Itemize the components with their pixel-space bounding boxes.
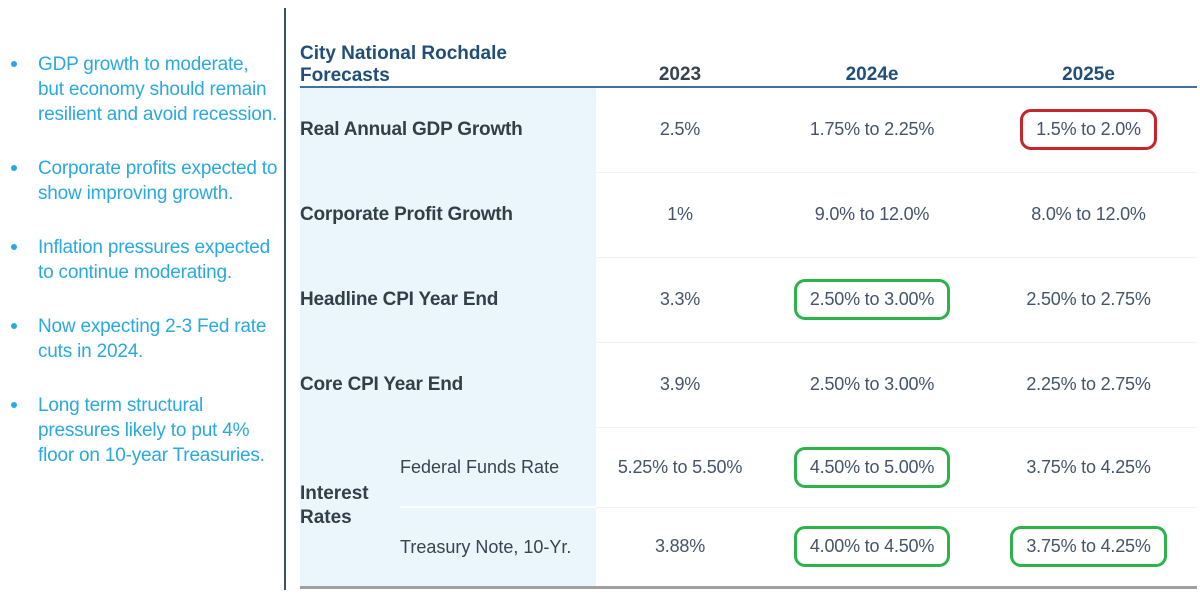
header-row: City National Rochdale Forecasts 2023 20… <box>300 30 1197 88</box>
highlight-box-green: 3.75% to 4.25% <box>1010 526 1167 567</box>
value-cell: 1.5% to 2.0% <box>980 87 1197 172</box>
bullet-item: Long term structural pressures likely to… <box>0 393 282 468</box>
row-label: Corporate Profit Growth <box>300 172 596 257</box>
value-cell: 3.75% to 4.25% <box>980 506 1197 587</box>
bullet-text: Corporate profits expected to show impro… <box>38 158 278 204</box>
vertical-divider <box>284 8 286 590</box>
bullet-dot-icon <box>11 165 17 171</box>
row-group-label: Interest Rates <box>300 427 400 587</box>
value-cell: 3.9% <box>596 341 764 427</box>
value-cell: 8.0% to 12.0% <box>980 171 1197 257</box>
table-row: Headline CPI Year End 3.3% 2.50% to 3.00… <box>300 256 1197 342</box>
bullet-text: Inflation pressures expected to continue… <box>38 237 271 283</box>
table-row: Treasury Note, 10-Yr. 3.88% 4.00% to 4.5… <box>300 506 1197 587</box>
value-cell: 2.50% to 3.00% <box>764 256 980 342</box>
bullet-list: GDP growth to moderate, but economy shou… <box>0 52 282 468</box>
value-cell: 3.75% to 4.25% <box>980 426 1197 507</box>
forecasts-table: City National Rochdale Forecasts 2023 20… <box>300 30 1197 589</box>
bullet-item: GDP growth to moderate, but economy shou… <box>0 52 282 127</box>
value-cell: 9.0% to 12.0% <box>764 171 980 257</box>
value-cell: 3.3% <box>596 256 764 342</box>
bullet-text: GDP growth to moderate, but economy shou… <box>38 54 278 125</box>
value-cell: 4.00% to 4.50% <box>764 506 980 587</box>
row-label: Core CPI Year End <box>300 342 596 427</box>
value-cell: 2.50% to 2.75% <box>980 256 1197 342</box>
table-title: City National Rochdale Forecasts <box>300 30 596 88</box>
bullet-text: Now expecting 2-3 Fed rate cuts in 2024. <box>38 316 267 362</box>
value-cell: 4.50% to 5.00% <box>764 426 980 507</box>
table-row: Core CPI Year End 3.9% 2.50% to 3.00% 2.… <box>300 341 1197 427</box>
bullet-dot-icon <box>11 323 17 329</box>
column-header-2024e: 2024e <box>764 30 980 88</box>
highlight-box-green: 4.00% to 4.50% <box>793 526 951 567</box>
row-label: Real Annual GDP Growth <box>300 87 596 172</box>
column-header-2025e: 2025e <box>980 30 1197 88</box>
commentary-panel: GDP growth to moderate, but economy shou… <box>0 52 282 497</box>
row-sublabel: Federal Funds Rate <box>400 427 596 507</box>
highlight-box-green: 4.50% to 5.00% <box>793 446 951 488</box>
value-cell: 1% <box>596 171 764 257</box>
value-cell: 2.50% to 3.00% <box>764 341 980 427</box>
table-row: Interest Rates Federal Funds Rate 5.25% … <box>300 426 1197 587</box>
row-sublabel: Treasury Note, 10-Yr. <box>400 506 596 587</box>
row-label: Headline CPI Year End <box>300 257 596 342</box>
bullet-dot-icon <box>11 244 17 250</box>
table-row: Real Annual GDP Growth 2.5% 1.75% to 2.2… <box>300 87 1197 172</box>
bullet-text: Long term structural pressures likely to… <box>38 395 265 466</box>
bullet-item: Now expecting 2-3 Fed rate cuts in 2024. <box>0 314 282 364</box>
bullet-dot-icon <box>11 61 17 67</box>
bullet-dot-icon <box>11 402 17 408</box>
value-cell: 5.25% to 5.50% <box>596 426 764 507</box>
bullet-item: Corporate profits expected to show impro… <box>0 156 282 206</box>
highlight-box-green: 2.50% to 3.00% <box>793 279 951 320</box>
value-cell: 3.88% <box>596 506 764 587</box>
bullet-item: Inflation pressures expected to continue… <box>0 235 282 285</box>
table-row: Corporate Profit Growth 1% 9.0% to 12.0%… <box>300 171 1197 257</box>
highlight-box-red: 1.5% to 2.0% <box>1020 109 1157 151</box>
value-cell: 2.25% to 2.75% <box>980 341 1197 427</box>
column-header-2023: 2023 <box>596 30 764 88</box>
value-cell: 1.75% to 2.25% <box>809 119 935 140</box>
value-cell: 2.5% <box>659 119 701 140</box>
